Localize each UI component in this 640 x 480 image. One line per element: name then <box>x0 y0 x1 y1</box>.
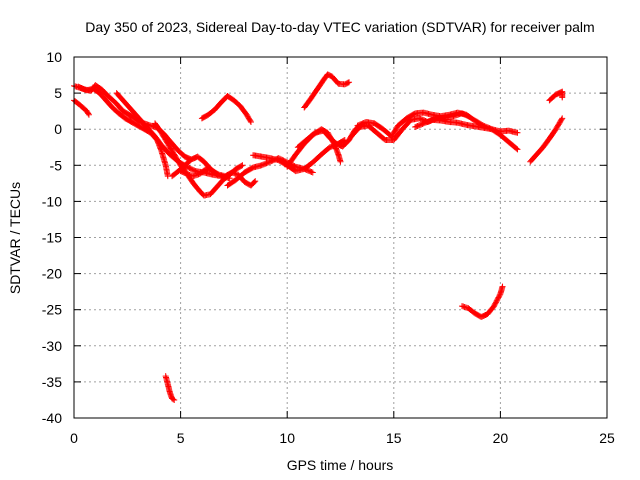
series-track-8 <box>198 92 254 125</box>
data-point <box>239 162 246 169</box>
data-point <box>558 116 565 123</box>
grid-lines <box>74 57 607 418</box>
data-point <box>238 162 245 169</box>
data-point <box>499 283 506 290</box>
y-tick-label: -20 <box>42 266 62 282</box>
y-tick-label: 0 <box>54 121 62 137</box>
x-tick-label: 5 <box>177 430 185 446</box>
axis-ticks <box>73 56 608 419</box>
data-point <box>170 396 177 403</box>
data-points <box>71 71 566 403</box>
y-tick-label: -25 <box>42 302 62 318</box>
y-tick-label: -10 <box>42 193 62 209</box>
data-point <box>212 170 219 177</box>
data-point <box>247 117 254 124</box>
data-point <box>344 79 351 86</box>
data-point <box>247 118 254 125</box>
series-track-7 <box>169 153 220 180</box>
data-point <box>513 145 520 152</box>
data-point <box>337 158 344 165</box>
x-tick-label: 25 <box>599 430 615 446</box>
data-point <box>514 129 521 136</box>
chart-title: Day 350 of 2023, Sidereal Day-to-day VTE… <box>85 19 594 35</box>
data-point <box>85 111 92 118</box>
series-track-17 <box>527 115 566 165</box>
data-point <box>251 179 258 186</box>
y-tick-label: -35 <box>42 374 62 390</box>
series-track-13 <box>301 71 353 111</box>
data-point <box>346 79 353 86</box>
data-point <box>559 115 566 122</box>
series-track-15 <box>354 109 521 140</box>
x-tick-label: 20 <box>493 430 509 446</box>
series-track-20 <box>459 283 506 320</box>
y-tick-label: -5 <box>50 157 63 173</box>
y-tick-labels: 10 5 0 -5 -10 -15 -20 -25 -30 -35 -40 <box>42 49 62 426</box>
data-point <box>559 94 566 101</box>
y-tick-label: -40 <box>42 410 62 426</box>
x-tick-label: 10 <box>279 430 295 446</box>
x-axis-label: GPS time / hours <box>287 457 394 473</box>
y-tick-label: 10 <box>46 49 62 65</box>
data-point <box>308 169 315 176</box>
y-axis-label: SDTVAR / TECUs <box>7 182 23 294</box>
data-point <box>252 178 259 185</box>
data-point <box>85 110 92 117</box>
series-track-16 <box>412 116 521 153</box>
x-tick-label: 0 <box>70 430 78 446</box>
series-track-4 <box>113 90 233 182</box>
data-point <box>514 146 521 153</box>
data-point <box>213 170 220 177</box>
data-point <box>171 396 178 403</box>
series-track-19 <box>162 373 178 403</box>
y-tick-label: -15 <box>42 230 62 246</box>
y-tick-label: -30 <box>42 338 62 354</box>
data-point <box>309 169 316 176</box>
y-tick-label: 5 <box>54 85 62 101</box>
x-tick-labels: 0 5 10 15 20 25 <box>70 430 615 446</box>
x-tick-label: 15 <box>386 430 402 446</box>
series-track-18 <box>546 88 566 104</box>
